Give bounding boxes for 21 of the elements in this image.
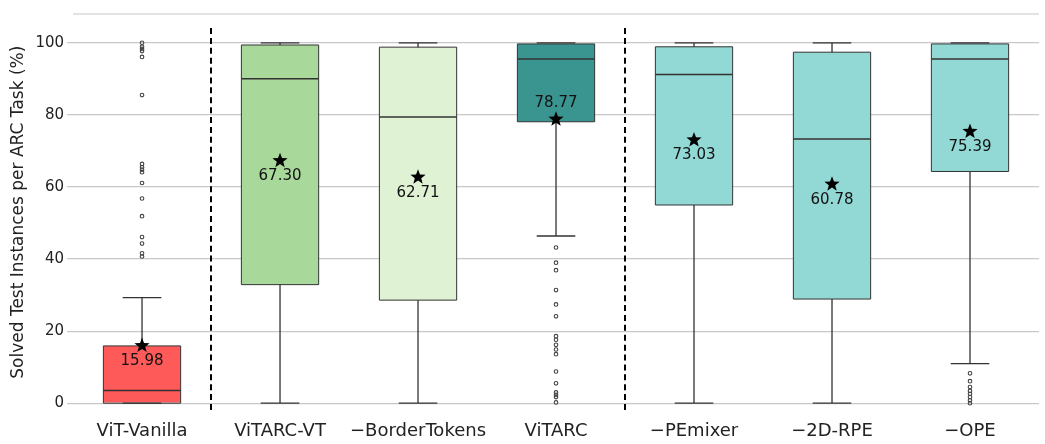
annotation: 67.30 (258, 166, 302, 185)
annotation: 15.98 (120, 351, 164, 369)
x-tick-label: ViTARC-VT (234, 418, 327, 440)
annotation: 73.03 (672, 145, 716, 164)
y-tick-label: 0 (54, 393, 65, 412)
annotation: 62.71 (396, 182, 440, 201)
y-tick-label: 80 (44, 104, 65, 123)
y-tick-label: 100 (35, 32, 65, 51)
x-tick-label: ViTARC (524, 418, 588, 440)
x-tick-label: −BorderTokens (350, 418, 487, 440)
y-tick-label: 60 (44, 176, 65, 195)
annotation: 60.78 (810, 189, 854, 208)
annotation: 78.77 (534, 92, 578, 111)
y-tick-label: 20 (44, 321, 65, 340)
annotation: 75.39 (948, 136, 992, 155)
y-axis-title: Solved Test Instances per ARC Task (%) (6, 45, 27, 379)
x-tick-label: −OPE (944, 418, 996, 440)
x-tick-label: ViT-Vanilla (96, 418, 188, 440)
y-tick-label: 40 (44, 248, 65, 267)
x-tick-label: −2D-RPE (791, 418, 873, 440)
x-tick-label: −PEmixer (649, 418, 739, 440)
